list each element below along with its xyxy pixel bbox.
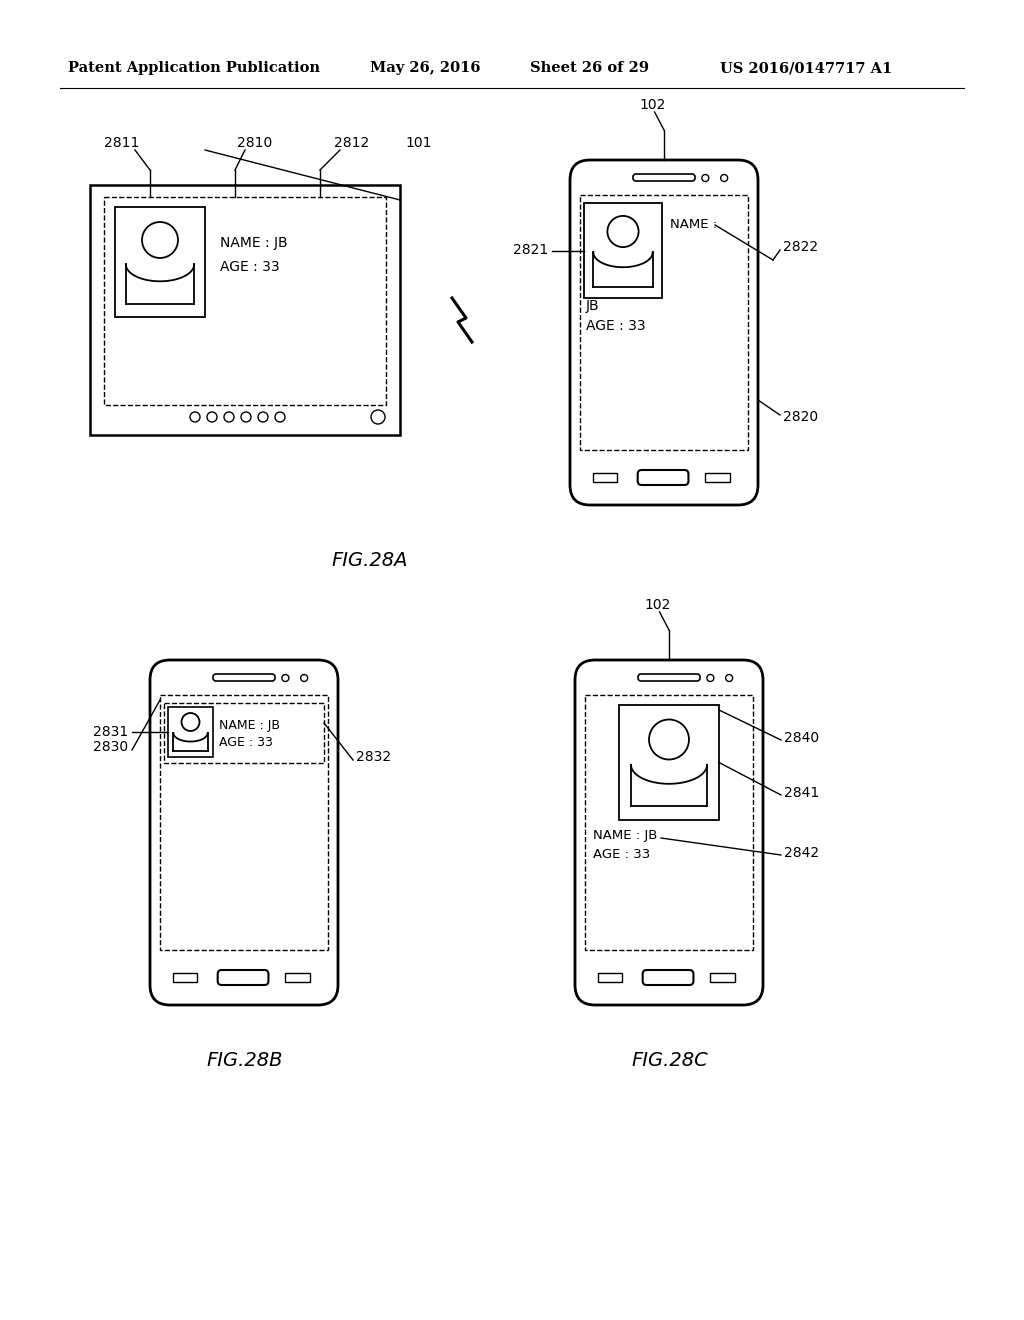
Text: Patent Application Publication: Patent Application Publication [68,61,319,75]
Bar [168,708,213,756]
Text: AGE : 33: AGE : 33 [220,260,280,275]
Text: 102: 102 [644,598,671,612]
Bar [585,696,753,950]
Text: 2832: 2832 [356,750,391,764]
Bar [160,696,328,950]
Bar [173,973,197,982]
Text: 2830: 2830 [93,741,128,754]
Bar [584,203,662,298]
Text: 2820: 2820 [783,411,818,424]
Bar [90,185,400,436]
Text: NAME : JB: NAME : JB [593,829,657,842]
Bar [286,973,310,982]
Text: AGE : 33: AGE : 33 [593,847,650,861]
Text: 2841: 2841 [784,785,819,800]
Text: 2822: 2822 [783,240,818,253]
Text: Sheet 26 of 29: Sheet 26 of 29 [530,61,649,75]
Text: May 26, 2016: May 26, 2016 [370,61,480,75]
Bar [115,207,205,317]
Text: 2821: 2821 [513,243,548,257]
Text: AGE : 33: AGE : 33 [219,737,272,750]
Bar [711,973,735,982]
Text: 2810: 2810 [238,136,272,150]
Text: NAME : JB: NAME : JB [219,718,280,731]
Text: NAME :: NAME : [670,219,717,231]
Text: 102: 102 [639,98,666,112]
Bar [104,197,386,405]
Text: NAME : JB: NAME : JB [220,236,288,249]
Text: 2840: 2840 [784,731,819,744]
Text: FIG.28B: FIG.28B [207,1051,284,1069]
Text: 101: 101 [406,136,431,150]
Text: 2811: 2811 [104,136,139,150]
Text: AGE : 33: AGE : 33 [586,319,645,333]
Bar [164,704,324,763]
Bar [593,473,617,482]
Bar [618,705,719,820]
Bar [598,973,622,982]
Text: FIG.28A: FIG.28A [332,550,409,569]
Bar [706,473,730,482]
Bar [580,195,748,450]
Text: 2842: 2842 [784,846,819,861]
Text: 2831: 2831 [93,725,128,739]
Text: 2812: 2812 [335,136,370,150]
Text: FIG.28C: FIG.28C [632,1051,709,1069]
Text: US 2016/0147717 A1: US 2016/0147717 A1 [720,61,892,75]
Text: JB: JB [586,300,600,313]
